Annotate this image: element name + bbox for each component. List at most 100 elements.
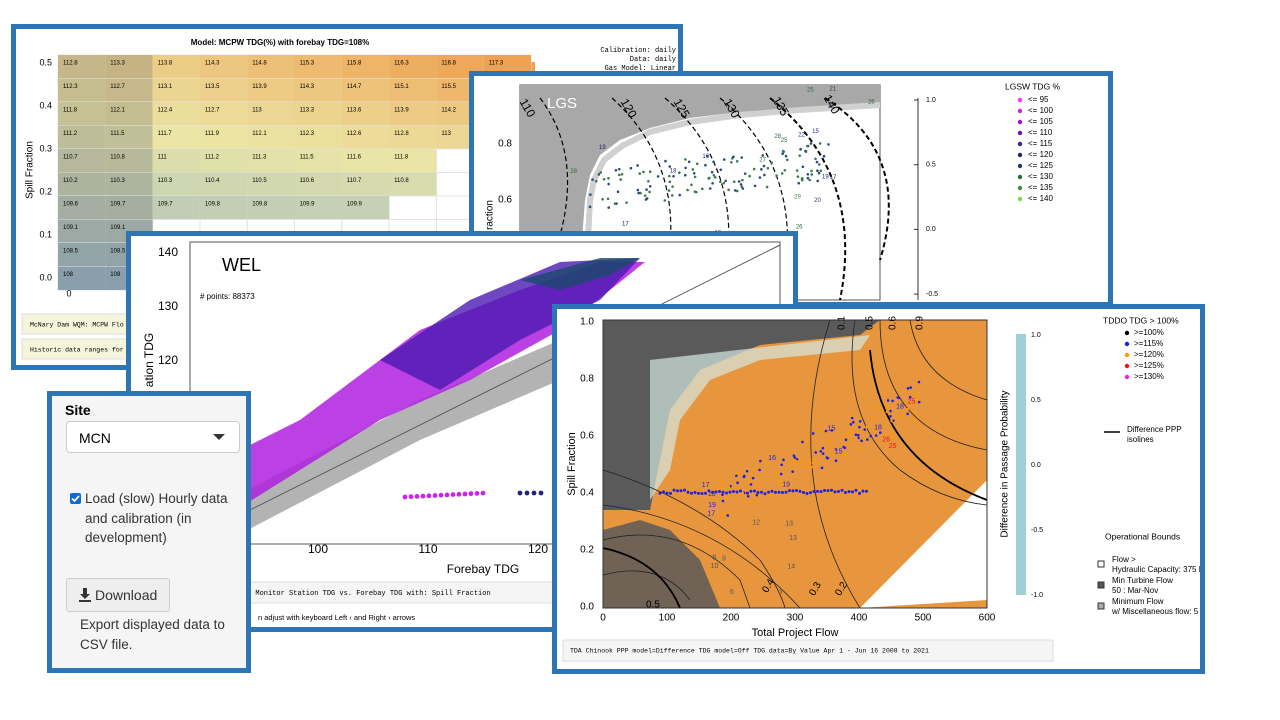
- scatter-dot: [816, 169, 819, 173]
- heat-cell: [341, 125, 390, 149]
- scatter-dot: [645, 188, 648, 191]
- scatter-dot: [849, 423, 853, 426]
- scatter-dot: [913, 393, 917, 396]
- heat-cell: [199, 172, 248, 196]
- cell-value: 109.6: [63, 202, 79, 208]
- scatter-dot: [620, 172, 624, 176]
- scatter-dot: [667, 189, 671, 192]
- y-axis-label: Spill Fraction: [566, 432, 578, 496]
- scatter-dot: [722, 513, 726, 516]
- scatter-dot: [801, 440, 804, 444]
- scatter-dot: [865, 425, 869, 429]
- scatter-dot: [800, 460, 803, 463]
- scatter-dot: [719, 168, 723, 172]
- scatter-dot: [913, 410, 916, 414]
- scatter-dot: [886, 405, 890, 409]
- legend-label: <= 140: [1028, 194, 1053, 203]
- scatter-dot: [817, 171, 821, 175]
- site-select[interactable]: MCN: [66, 421, 240, 453]
- cell-shade: [105, 149, 153, 173]
- scatter-dot: [787, 482, 790, 486]
- legend-label: <= 125: [1028, 161, 1053, 170]
- scatter-dot: [851, 490, 854, 494]
- legend-dot: [1017, 97, 1023, 103]
- scatter-dot: [861, 437, 865, 440]
- scatter-dot: [749, 489, 753, 493]
- scatter-dot: [599, 171, 602, 174]
- heat-cell: [105, 55, 153, 79]
- point-label: 21: [889, 433, 897, 440]
- scatter-dot: [822, 154, 826, 158]
- scatter-dot: [669, 491, 672, 495]
- cell-shade: [105, 55, 153, 79]
- scatter-dot: [607, 206, 610, 209]
- bounds-title: Operational Bounds: [1105, 531, 1180, 541]
- point-label: 13: [785, 521, 793, 528]
- cell-shade: [58, 266, 106, 290]
- scatter-dot: [833, 490, 837, 494]
- scatter-dot: [917, 400, 921, 404]
- scatter-dot: [602, 177, 606, 181]
- scatter-dot: [613, 202, 617, 205]
- y-axis-label: raction: [485, 200, 496, 230]
- cell-value: 112.4: [158, 108, 173, 114]
- scatter-dot: [647, 179, 650, 183]
- scatter-dot: [720, 486, 723, 490]
- scatter-dot: [762, 164, 766, 168]
- contour-label: 0.6: [888, 316, 899, 330]
- bounds-label: 50 : Mar-Nov: [1112, 586, 1158, 595]
- download-button[interactable]: Download: [66, 578, 170, 612]
- cell-shade: [105, 196, 153, 220]
- heat-cell: [58, 125, 106, 149]
- bounds-key: [1097, 560, 1105, 568]
- cell-value: 115.5: [441, 84, 456, 90]
- scatter-dot: [721, 490, 725, 494]
- heat-cell: [389, 149, 437, 173]
- scatter-dot: [663, 199, 667, 202]
- cell-value: 113.8: [158, 61, 173, 67]
- scatter-dot: [878, 431, 882, 434]
- isoline: [602, 469, 786, 609]
- scatter-dot: [915, 398, 919, 401]
- scatter-dot: [823, 489, 826, 493]
- scatter-dot: [886, 399, 890, 402]
- isoline-legend-line: isolines: [1127, 435, 1154, 444]
- point-label: 19: [599, 145, 606, 151]
- checkbox[interactable]: [70, 493, 81, 504]
- colorbar-tick-label: 0.5: [926, 162, 936, 169]
- cell-value: 110.6: [300, 178, 315, 184]
- scatter-dot: [727, 485, 731, 488]
- scatter-dot: [844, 491, 847, 495]
- contour-line: [769, 97, 847, 301]
- scatter-dot: [728, 490, 732, 494]
- scatter-dot: [704, 163, 707, 167]
- scatter-dot: [817, 163, 821, 166]
- scatter-dot: [751, 476, 755, 480]
- y-tick-label: 0.6: [580, 431, 594, 442]
- legend-dot: [1017, 141, 1023, 147]
- scatter-dot: [814, 157, 817, 161]
- scatter-dot: [810, 173, 814, 176]
- site-label: Site: [65, 402, 91, 418]
- point-label: 18: [874, 424, 882, 431]
- scatter-cloud-teal: [520, 258, 640, 290]
- scatter-dot: [780, 172, 784, 175]
- scatter-dot: [450, 492, 456, 497]
- scatter-dot: [889, 414, 892, 418]
- cell-shade: [58, 125, 106, 149]
- scatter-dot: [912, 417, 915, 420]
- scatter-dot: [746, 491, 749, 495]
- scatter-dot: [714, 490, 718, 494]
- heat-cell: [199, 102, 248, 126]
- scatter-dot: [736, 481, 739, 485]
- heat-cell: [389, 125, 437, 149]
- scatter-dot: [648, 184, 652, 188]
- scatter-dot: [837, 490, 840, 494]
- y-tick-label: 120: [158, 353, 178, 367]
- scatter-dot: [821, 446, 825, 450]
- cell-shade: [58, 78, 106, 102]
- scatter-dot: [679, 489, 683, 493]
- y-tick-label: 1.0: [580, 317, 594, 328]
- cell-value: 112.7: [110, 84, 125, 90]
- scatter-dot: [874, 434, 878, 437]
